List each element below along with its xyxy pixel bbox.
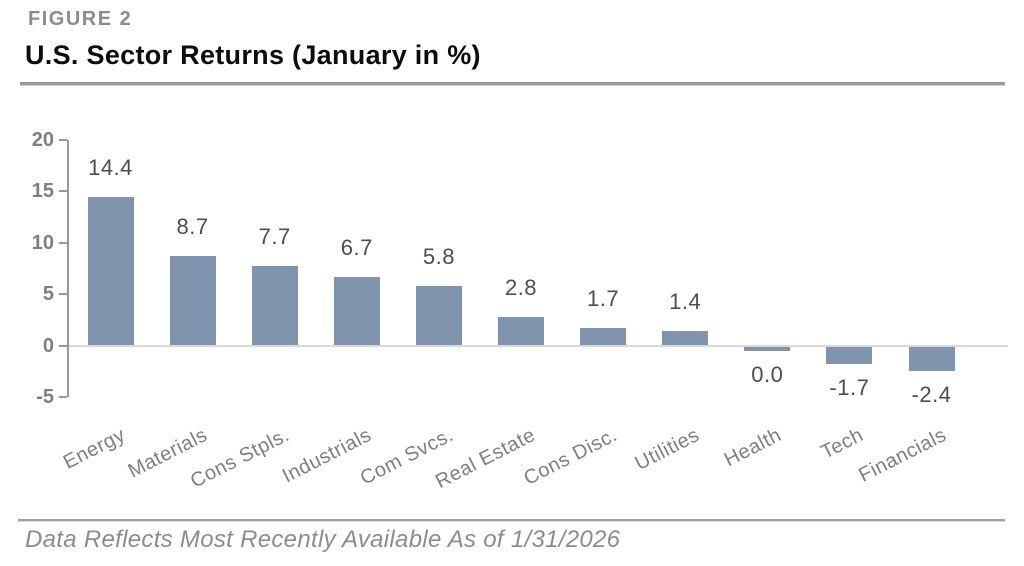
bar-value-label: 1.7 bbox=[587, 286, 620, 312]
bar-value-label: -2.4 bbox=[911, 382, 952, 408]
bar bbox=[333, 276, 380, 346]
y-axis-tick-label: 5 bbox=[42, 283, 54, 306]
bar bbox=[498, 316, 544, 346]
footnote: Data Reflects Most Recently Available As… bbox=[25, 526, 621, 553]
bar bbox=[580, 328, 627, 346]
footer-divider bbox=[18, 519, 1005, 522]
bar-value-label: 7.7 bbox=[258, 224, 291, 250]
bar-value-label: 8.7 bbox=[176, 214, 209, 240]
y-axis-tick bbox=[59, 293, 67, 296]
bar bbox=[908, 346, 955, 372]
zero-gridline bbox=[69, 345, 1008, 347]
bar bbox=[87, 197, 134, 346]
y-axis-tick-label: -5 bbox=[36, 385, 54, 408]
bar bbox=[251, 266, 298, 346]
bar bbox=[744, 346, 791, 351]
bar bbox=[169, 256, 216, 346]
bar bbox=[826, 346, 873, 364]
y-axis-tick bbox=[59, 395, 67, 398]
bar-value-label: 6.7 bbox=[340, 234, 373, 260]
bar bbox=[662, 331, 709, 346]
y-axis-tick bbox=[59, 190, 67, 193]
bar-value-label: 1.4 bbox=[669, 289, 702, 315]
y-axis-tick-label: 0 bbox=[42, 334, 54, 357]
title-divider bbox=[20, 82, 1005, 86]
y-axis-tick bbox=[59, 241, 67, 244]
bar-value-label: -1.7 bbox=[829, 374, 870, 400]
y-axis-line bbox=[67, 139, 69, 397]
y-axis-tick-label: 15 bbox=[31, 180, 54, 203]
bar-value-label: 2.8 bbox=[504, 274, 538, 300]
bar bbox=[415, 285, 462, 346]
y-axis-tick bbox=[59, 138, 67, 141]
y-axis-tick-label: 20 bbox=[31, 128, 54, 151]
chart-title: U.S. Sector Returns (January in %) bbox=[25, 40, 481, 70]
y-axis-tick-label: 10 bbox=[31, 231, 54, 254]
bar-value-label: 14.4 bbox=[88, 155, 133, 181]
bar-value-label: 5.8 bbox=[422, 243, 455, 269]
y-axis-tick bbox=[59, 344, 67, 347]
figure-label: FIGURE 2 bbox=[28, 8, 133, 30]
bar-value-label: 0.0 bbox=[751, 361, 784, 387]
